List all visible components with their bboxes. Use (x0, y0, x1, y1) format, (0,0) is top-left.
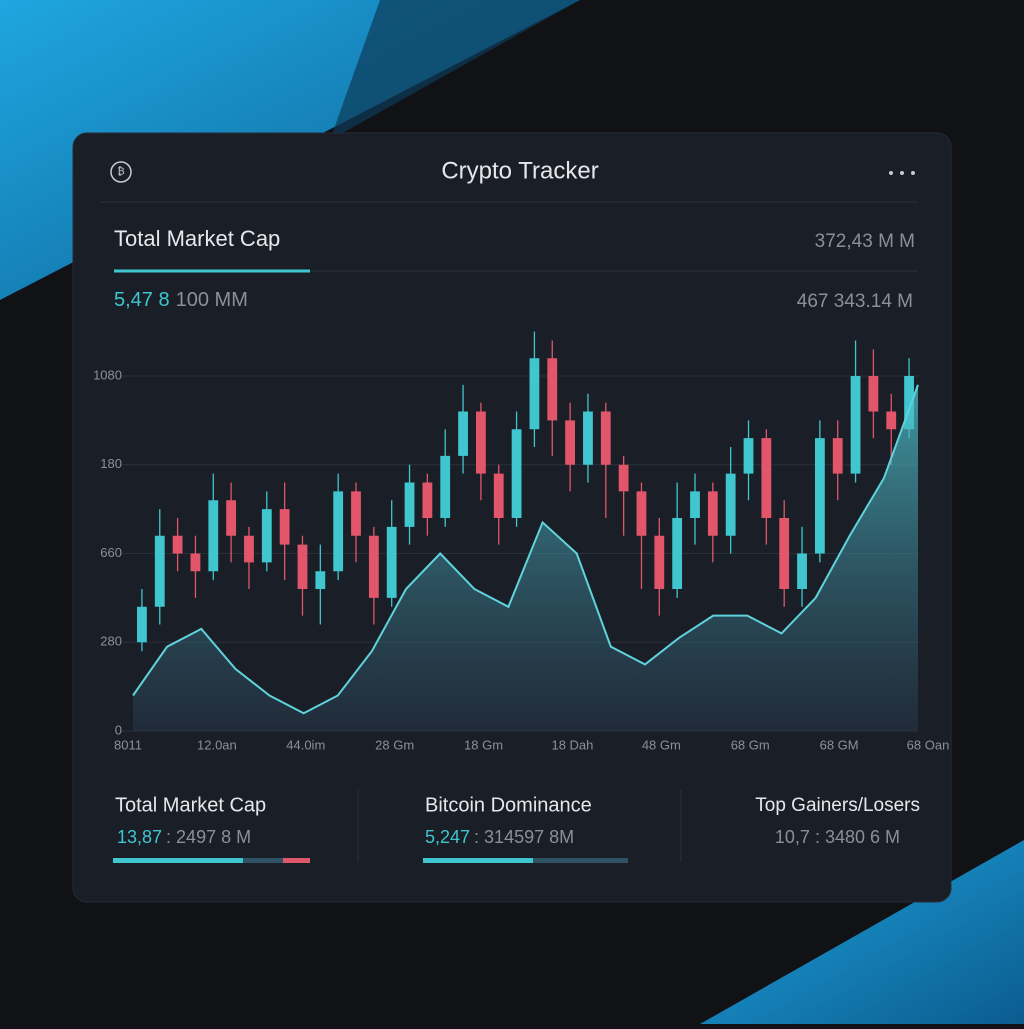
progress-bar (423, 858, 533, 863)
candle-body (368, 535, 379, 598)
stat-detail: : 2497 8 M (166, 827, 251, 847)
summary-label: Total Market Cap (114, 226, 280, 251)
candle-body (761, 438, 772, 518)
candle-body (618, 464, 629, 492)
area-fill (133, 384, 918, 731)
stat-value: 5,247: 314597 8M (425, 827, 574, 847)
bg-stripe (330, 0, 580, 140)
candle-body (172, 535, 183, 554)
stat-value-highlight: 5,247 (425, 827, 470, 847)
area-line (132, 384, 919, 715)
x-tick-label: 12.0an (197, 737, 237, 752)
candle-body (797, 553, 807, 589)
candle-body (386, 526, 397, 598)
x-tick-label: 68 Oan (907, 737, 950, 752)
candle-body (244, 535, 254, 563)
x-tick-label: 8011 (114, 737, 142, 752)
candle-body (814, 438, 825, 554)
logo-glyph: ₿ (117, 166, 124, 178)
x-tick-label: 48 Gm (642, 737, 681, 752)
candle-body (351, 491, 361, 536)
stat-label: Top Gainers/Losers (755, 795, 920, 816)
candle-body (190, 553, 201, 572)
candle-body (440, 455, 451, 518)
candle-body (743, 438, 754, 474)
progress-bar (283, 858, 310, 863)
candle-body (565, 420, 576, 465)
candle-body (154, 535, 165, 607)
summary-right-top: 372,43 M M (815, 231, 915, 252)
candle-body (672, 518, 683, 589)
candle-body (583, 411, 593, 465)
candle-body (333, 491, 344, 572)
candle-body (886, 411, 897, 430)
candle-body (297, 544, 308, 589)
y-tick-label: 1080 (93, 367, 122, 382)
stat-label: Bitcoin Dominance (425, 794, 592, 816)
candle-body (832, 438, 843, 474)
candle-body (261, 509, 272, 563)
x-tick-label: 18 Gm (464, 737, 503, 752)
stat-detail: : 314597 8M (474, 827, 574, 847)
stat-value-highlight: 13,87 (117, 827, 162, 847)
candle-body (529, 358, 540, 430)
candle-body (904, 376, 914, 430)
summary-value-rest: 100 MМ (176, 289, 248, 311)
progress-bar (533, 858, 628, 863)
candle-body (690, 491, 700, 518)
candle-body (779, 518, 790, 589)
x-tick-label: 18 Dah (551, 737, 593, 752)
progress-bar (243, 858, 283, 863)
candle-body (725, 473, 736, 536)
candle-body (208, 500, 219, 572)
stat-value: 13,87: 2497 8 M (117, 827, 251, 847)
summary-right-bottom: 467 343.14 M (797, 291, 913, 312)
candle-body (137, 606, 147, 643)
summary-value: 5,47 8 100 MМ (114, 289, 248, 311)
stat-label: Total Market Cap (115, 794, 266, 816)
candle-body (654, 535, 665, 589)
y-tick-label: 180 (100, 456, 122, 471)
candle-body (458, 411, 468, 456)
progress-bar (113, 858, 243, 863)
candle-body (422, 482, 433, 518)
x-tick-label: 28 Gm (375, 737, 414, 752)
chart: 0 280 660 180 1080 8011 12.0an 44.0im 28 Gm 18 Gm… (93, 331, 950, 752)
candle-body (868, 376, 879, 412)
summary-value-highlight: 5,47 8 (114, 289, 170, 311)
logo-icon[interactable] (110, 161, 132, 183)
candle-body (279, 509, 290, 545)
y-tick-label: 0 (115, 722, 122, 737)
candle-body (547, 358, 558, 421)
y-tick-label: 280 (100, 634, 122, 649)
y-tick-label: 660 (100, 545, 122, 560)
stat-value: 10,7 : 3480 6 M (775, 827, 900, 847)
candle-body (636, 491, 647, 536)
menu-icon[interactable] (889, 171, 915, 175)
candle-body (315, 571, 326, 589)
candle-body (226, 500, 237, 536)
candle-body (404, 482, 415, 527)
candle-body (475, 411, 486, 474)
candle-body (511, 429, 522, 518)
candle-body (850, 376, 861, 474)
candle-body (600, 411, 611, 465)
candle-body (493, 473, 504, 518)
x-tick-label: 44.0im (286, 737, 325, 752)
x-tick-label: 68 GM (820, 737, 859, 752)
x-tick-label: 68 Gm (731, 737, 770, 752)
app-title: Crypto Tracker (441, 157, 598, 184)
candle-body (707, 491, 718, 536)
